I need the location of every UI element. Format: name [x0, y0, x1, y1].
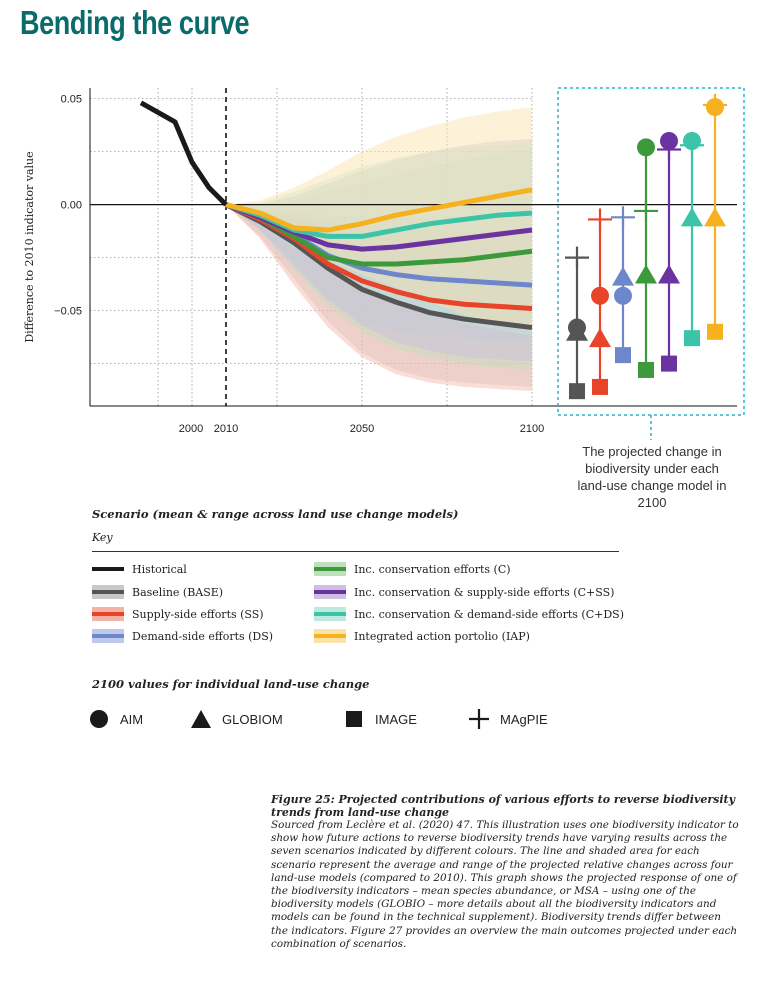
- y-tick-label: −0.05: [54, 306, 82, 318]
- markers-legend-heading: 2100 values for individual land-use chan…: [92, 677, 370, 691]
- legend-item-baseline: Baseline (BASE): [92, 584, 223, 600]
- x-tick-label: 2010: [214, 423, 238, 435]
- marker-legend-magpie: MAgPIE: [468, 708, 548, 730]
- globiom-marker: [681, 207, 703, 227]
- legend-swatch: [92, 629, 124, 643]
- legend-label: Demand-side efforts (DS): [132, 629, 274, 643]
- marker-legend-label: GLOBIOM: [222, 711, 283, 727]
- aim-marker: [706, 98, 724, 117]
- triangle-marker-icon: [191, 710, 211, 728]
- legend-swatch: [314, 607, 346, 621]
- image-marker: [615, 347, 631, 364]
- marker-legend-label: AIM: [120, 711, 144, 727]
- aim-marker: [660, 132, 678, 150]
- image-marker: [707, 323, 723, 340]
- legend-label: Integrated action portolio (IAP): [354, 629, 530, 643]
- page-title: Bending the curve: [20, 4, 250, 41]
- globiom-marker: [589, 328, 611, 348]
- legend-label: Historical: [132, 562, 187, 576]
- aim-marker: [614, 286, 632, 305]
- image-marker: [661, 355, 677, 372]
- aim-marker: [683, 132, 701, 150]
- globiom-marker: [658, 264, 680, 284]
- legend-item-conservation-demand: Inc. conservation & demand-side efforts …: [314, 606, 624, 622]
- legend-label: Inc. conservation & demand-side efforts …: [354, 607, 624, 621]
- x-tick-label: 2000: [179, 423, 203, 435]
- legend-swatch: [314, 585, 346, 599]
- image-marker: [638, 361, 654, 378]
- globiom-marker: [612, 266, 634, 286]
- legend-swatch: [314, 562, 346, 576]
- aim-marker: [591, 286, 609, 305]
- image-marker: [569, 383, 585, 400]
- legend-item-supply-side: Supply-side efforts (SS): [92, 606, 264, 622]
- legend-heading: Scenario (mean & range across land use c…: [92, 507, 459, 521]
- mean-line-7: [225, 187, 533, 233]
- image-marker: [592, 378, 608, 395]
- legend-label: Inc. conservation & supply-side efforts …: [354, 585, 615, 599]
- plus-marker-icon: [469, 709, 489, 729]
- legend-label: Baseline (BASE): [132, 585, 224, 599]
- legend-item-demand-side: Demand-side efforts (DS): [92, 628, 273, 644]
- globiom-marker: [635, 264, 657, 284]
- legend-item-integrated: Integrated action portolio (IAP): [314, 628, 530, 644]
- biodiversity-chart: 2000 2010 2050 2100 0.05 0.00 −0.05 Difference …: [23, 87, 745, 440]
- marker-legend-image: IMAGE: [343, 708, 417, 730]
- callout-text: The projected change in biodiversity und…: [577, 444, 727, 510]
- caption-title: Figure 25: Projected contributions of va…: [271, 793, 736, 819]
- mean-line-1: [224, 202, 533, 331]
- legend-item-conservation: Inc. conservation efforts (C): [314, 561, 511, 577]
- y-tick-label: 0.05: [61, 94, 82, 106]
- square-marker-icon: [346, 711, 362, 727]
- legend-rule: [92, 551, 619, 552]
- legend-item-conservation-supply: Inc. conservation & supply-side efforts …: [314, 584, 614, 600]
- caption-body: Sourced from Leclère et al. (2020) 47. T…: [271, 819, 739, 950]
- legend-subheading: Key: [92, 531, 113, 544]
- y-tick-label: 0.00: [61, 200, 82, 212]
- legend-swatch: [92, 562, 124, 576]
- marker-legend-label: IMAGE: [375, 711, 417, 727]
- globiom-marker: [704, 207, 726, 227]
- legend-label: Inc. conservation efforts (C): [354, 562, 511, 576]
- legend-label: Supply-side efforts (SS): [132, 607, 264, 621]
- aim-marker: [568, 318, 586, 337]
- circle-marker-icon: [90, 710, 108, 728]
- figure-caption: Figure 25: Projected contributions of va…: [271, 793, 741, 951]
- image-marker: [684, 330, 700, 347]
- x-tick-label: 2050: [350, 423, 374, 435]
- aim-marker: [637, 138, 655, 157]
- marker-legend-aim: AIM: [88, 708, 143, 730]
- legend-swatch: [92, 585, 124, 599]
- historical-line: [139, 100, 228, 207]
- range-band-6: [226, 143, 532, 337]
- legend-swatch: [92, 607, 124, 621]
- legend-swatch: [314, 629, 346, 643]
- y-axis-label: Difference to 2010 indicator value: [23, 151, 36, 342]
- legend-item-historical: Historical: [92, 561, 187, 577]
- x-tick-label: 2100: [520, 423, 544, 435]
- marker-legend-globiom: GLOBIOM: [190, 708, 283, 730]
- marker-legend-label: MAgPIE: [500, 711, 548, 727]
